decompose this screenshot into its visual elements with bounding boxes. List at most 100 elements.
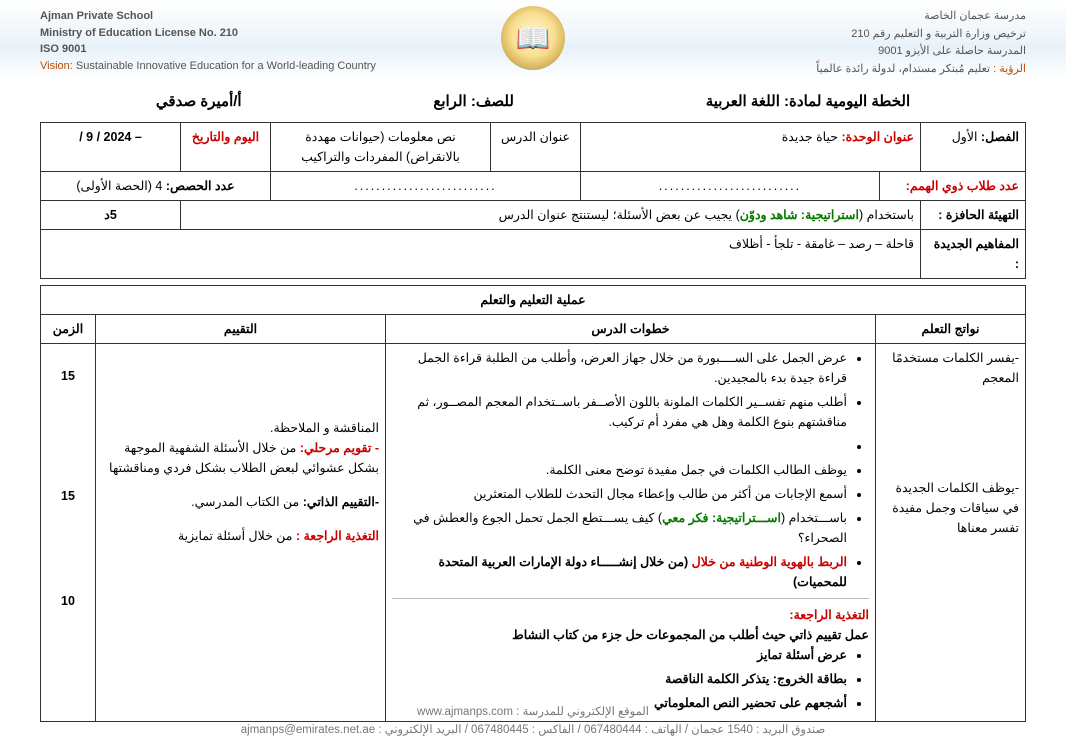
info-table: الفصل: الأول عنوان الوحدة: حياة جديدة عن… — [40, 122, 1026, 279]
periods-cell: عدد الحصص: 4 (الحصة الأولى) — [41, 172, 271, 201]
footer-email: ajmanps@emirates.net.ae — [241, 724, 375, 736]
eval-cell: المناقشة و الملاحظة. - تقويم مرحلي: من خ… — [96, 344, 386, 722]
header-english: Ajman Private School Ministry of Educati… — [40, 8, 376, 74]
concepts-value-cell: قاحلة – رصد – غامقة - تلجأ - أظلاف — [41, 230, 921, 279]
sod-val2-cell: .......................... — [271, 172, 581, 201]
sod-label-cell: عدد طلاب ذوي الهمم: — [879, 172, 1025, 201]
row-concepts: المفاهيم الجديدة : قاحلة – رصد – غامقة -… — [41, 230, 1026, 279]
eval-stage-label: - تقويم مرحلي: — [300, 441, 379, 455]
license-ar: ترخيص وزارة التربية و التعليم رقم 210 — [851, 28, 1026, 40]
warmup-strategy: استراتيجية: شاهد ودوّن — [740, 208, 859, 222]
unit-label: عنوان الوحدة: — [841, 130, 914, 144]
school-name-ar: مدرسة عجمان الخاصة — [924, 10, 1026, 22]
outcomes-cell: -يفسر الكلمات مستخدمًا المعجم -يوظف الكل… — [876, 344, 1026, 722]
time-cell: 15 15 10 — [41, 344, 96, 722]
footer: الموقع الإلكتروني للمدرسة : www.ajmanps.… — [0, 704, 1066, 736]
feedback-title: التغذية الراجعة: — [392, 605, 869, 625]
concepts-label-cell: المفاهيم الجديدة : — [921, 230, 1026, 279]
iso-en: ISO 9001 — [40, 43, 86, 55]
warmup-text-cell: باستخدام (استراتيجية: شاهد ودوّن) يجيب ع… — [181, 201, 921, 230]
footer-contact: صندوق البريد : 1540 عجمان / الهاتف : 067… — [378, 724, 825, 736]
time-3: 10 — [47, 591, 89, 611]
semester-label: الفصل: — [981, 130, 1019, 144]
step-national-label: الربط بالهوية الوطنية من خلال — [692, 555, 847, 569]
license-en: Ministry of Education License No. 210 — [40, 27, 238, 39]
sod-label: عدد طلاب ذوي الهمم: — [906, 179, 1019, 193]
feedback-list: عرض أسئلة تمايز بطاقة الخروج: يتذكر الكل… — [392, 645, 869, 713]
semester-cell: الفصل: الأول — [921, 123, 1026, 172]
step-2a: يوظف الطالب الكلمات في جمل مفيدة توضح مع… — [392, 460, 847, 480]
warmup-time-cell: 5د — [41, 201, 181, 230]
fb-2: بطاقة الخروج: يتذكر الكلمة الناقصة — [392, 669, 847, 689]
process-title-cell: عملية التعليم والتعلم — [41, 286, 1026, 315]
time-1: 15 — [47, 366, 89, 386]
plan-title: الخطة اليومية لمادة: اللغة العربية — [706, 92, 910, 110]
grade-value: الرابع — [433, 93, 466, 110]
step-strategy: باســـتخدام (اســـتراتيجية: فكر معي) كيف… — [392, 508, 847, 548]
teacher-block: أ/أميرة صدقي — [156, 92, 242, 110]
sod-val1-cell: .......................... — [581, 172, 880, 201]
steps-cell: عرض الجمل على الســــبورة من خلال جهاز ا… — [386, 344, 876, 722]
time-2: 15 — [47, 486, 89, 506]
periods-value: 4 (الحصة الأولى) — [76, 179, 162, 193]
footer-line2: صندوق البريد : 1540 عجمان / الهاتف : 067… — [0, 722, 1066, 736]
steps-list-1: عرض الجمل على الســــبورة من خلال جهاز ا… — [392, 348, 869, 592]
warmup-label-cell: التهيئة الحافزة : — [921, 201, 1026, 230]
process-title-row: عملية التعليم والتعلم — [41, 286, 1026, 315]
school-name-en: Ajman Private School — [40, 10, 153, 22]
date-value-cell: / 9 / 2024 – — [41, 123, 181, 172]
vision-label-ar: الرؤية : — [993, 63, 1026, 75]
step-national: الربط بالهوية الوطنية من خلال (من خلال إ… — [392, 552, 847, 592]
step-1b: أطلب منهم تفســير الكلمات الملونة باللون… — [392, 392, 847, 432]
subject-name: اللغة العربية — [706, 93, 780, 110]
date-label-cell: اليوم والتاريخ — [181, 123, 271, 172]
eval-feedback-label: التغذية الراجعة : — [296, 529, 379, 543]
eval-self-label: -التقييم الذاتي: — [303, 495, 379, 509]
school-logo: 📖 — [501, 6, 565, 70]
row-sod: عدد طلاب ذوي الهمم: ....................… — [41, 172, 1026, 201]
vision-label-en: Vision: — [40, 60, 73, 72]
eval-stage: - تقويم مرحلي: من خلال الأسئلة الشفهية ا… — [102, 438, 379, 478]
step-2b: أسمع الإجابات من أكثر من طالب وإعطاء مجا… — [392, 484, 847, 504]
process-body-row: -يفسر الكلمات مستخدمًا المعجم -يوظف الكل… — [41, 344, 1026, 722]
step-strategy-name: اســـتراتيجية: فكر معي — [662, 511, 781, 525]
eval-self-text: من الكتاب المدرسي. — [191, 495, 303, 509]
logo-icon: 📖 — [516, 22, 551, 55]
semester-value: الأول — [952, 130, 978, 144]
site-label: الموقع الإلكتروني للمدرسة : — [516, 706, 649, 718]
eval-feedback-text: من خلال أسئلة تمايزية — [178, 529, 296, 543]
grade-block: للصف: الرابع — [433, 92, 514, 110]
teacher-label: أ/ — [233, 93, 241, 110]
eval-self: -التقييم الذاتي: من الكتاب المدرسي. — [102, 492, 379, 512]
title-row: الخطة اليومية لمادة: اللغة العربية للصف:… — [0, 80, 1066, 116]
grade-label: للصف: — [471, 93, 514, 110]
h-time: الزمن — [41, 315, 96, 344]
row-semester: الفصل: الأول عنوان الوحدة: حياة جديدة عن… — [41, 123, 1026, 172]
teacher-name: أميرة صدقي — [156, 93, 233, 110]
process-table: عملية التعليم والتعلم نواتج التعلم خطوات… — [40, 285, 1026, 722]
h-outcomes: نواتج التعلم — [876, 315, 1026, 344]
lesson-title-label-cell: عنوان الدرس — [491, 123, 581, 172]
eval-feedback: التغذية الراجعة : من خلال أسئلة تمايزية — [102, 526, 379, 546]
unit-cell: عنوان الوحدة: حياة جديدة — [581, 123, 921, 172]
h-eval: التقييم — [96, 315, 386, 344]
steps-separator — [392, 598, 869, 599]
eval-discuss: المناقشة و الملاحظة. — [102, 418, 379, 438]
site-url: www.ajmanps.com — [417, 706, 513, 718]
row-warmup: التهيئة الحافزة : باستخدام (استراتيجية: … — [41, 201, 1026, 230]
lesson-title-cell: نص معلومات (حيوانات مهددة بالانقراض) الم… — [271, 123, 491, 172]
periods-label: عدد الحصص: — [166, 179, 235, 193]
outcome-2: -يوظف الكلمات الجديدة في سياقات وجمل مفي… — [882, 478, 1019, 538]
step-empty — [392, 436, 847, 456]
footer-line1: الموقع الإلكتروني للمدرسة : www.ajmanps.… — [0, 704, 1066, 718]
step-strategy-pre: باســـتخدام ( — [781, 511, 847, 525]
feedback-line: عمل تقييم ذاتي حيث أطلب من المجموعات حل … — [392, 625, 869, 645]
process-header-row: نواتج التعلم خطوات الدرس التقييم الزمن — [41, 315, 1026, 344]
outcome-1: -يفسر الكلمات مستخدمًا المعجم — [882, 348, 1019, 388]
step-1a: عرض الجمل على الســــبورة من خلال جهاز ا… — [392, 348, 847, 388]
header-arabic: مدرسة عجمان الخاصة ترخيص وزارة التربية و… — [816, 8, 1026, 78]
letterhead: Ajman Private School Ministry of Educati… — [0, 0, 1066, 80]
fb-1: عرض أسئلة تمايز — [392, 645, 847, 665]
vision-text-en: Sustainable Innovative Education for a W… — [76, 60, 376, 72]
unit-value: حياة جديدة — [782, 130, 838, 144]
